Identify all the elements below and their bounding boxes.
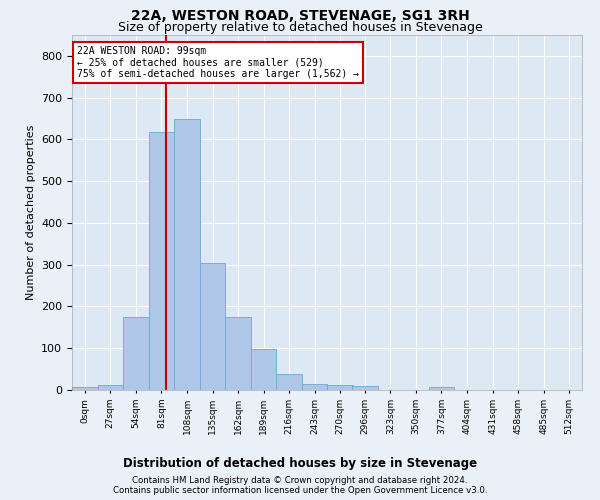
- Text: 22A WESTON ROAD: 99sqm
← 25% of detached houses are smaller (529)
75% of semi-de: 22A WESTON ROAD: 99sqm ← 25% of detached…: [77, 46, 359, 79]
- Text: Contains public sector information licensed under the Open Government Licence v3: Contains public sector information licen…: [113, 486, 487, 495]
- Bar: [200, 262, 225, 390]
- Bar: [302, 384, 328, 390]
- Y-axis label: Number of detached properties: Number of detached properties: [26, 125, 35, 300]
- Text: 22A, WESTON ROAD, STEVENAGE, SG1 3RH: 22A, WESTON ROAD, STEVENAGE, SG1 3RH: [131, 9, 469, 23]
- Bar: [225, 317, 251, 390]
- Bar: [328, 385, 353, 390]
- Bar: [429, 386, 454, 390]
- Text: Contains HM Land Registry data © Crown copyright and database right 2024.: Contains HM Land Registry data © Crown c…: [132, 476, 468, 485]
- Bar: [123, 317, 149, 390]
- Bar: [149, 132, 174, 390]
- Bar: [277, 374, 302, 390]
- Text: Size of property relative to detached houses in Stevenage: Size of property relative to detached ho…: [118, 21, 482, 34]
- Bar: [251, 350, 277, 390]
- Text: Distribution of detached houses by size in Stevenage: Distribution of detached houses by size …: [123, 458, 477, 470]
- Bar: [72, 386, 98, 390]
- Bar: [174, 120, 200, 390]
- Bar: [352, 386, 377, 390]
- Bar: [98, 385, 123, 390]
